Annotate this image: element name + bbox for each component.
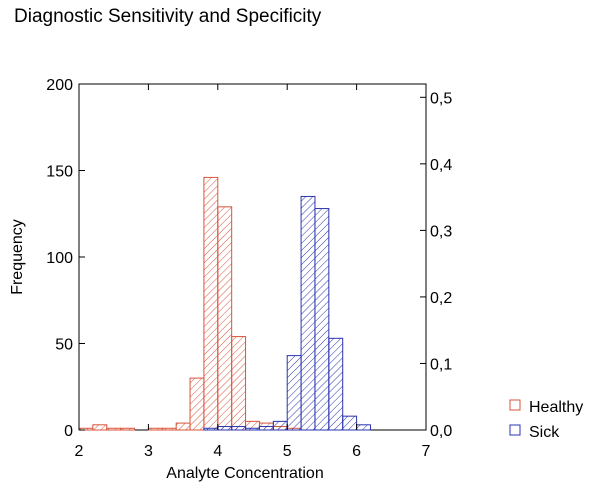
legend-swatch-healthy xyxy=(509,399,521,411)
bar-sick-1 xyxy=(217,426,233,431)
bar-sick-11 xyxy=(356,424,371,431)
bar-healthy-6 xyxy=(175,422,191,431)
bar-sick-9 xyxy=(328,337,344,431)
x-tick-label-1: 3 xyxy=(144,443,153,460)
legend-label-sick: Sick xyxy=(529,424,560,441)
y2-tick-label-3: 0,3 xyxy=(430,223,452,240)
x-tick-label-3: 5 xyxy=(283,443,292,460)
bar-sick-8 xyxy=(314,208,330,431)
bar-sick-10 xyxy=(342,415,358,431)
y-tick-label-1: 50 xyxy=(55,337,73,354)
bar-sick-7 xyxy=(300,195,316,431)
y-axis-label: Frequency xyxy=(9,219,26,295)
legend-swatch-sick xyxy=(509,424,521,436)
bar-healthy-1 xyxy=(92,424,108,431)
bar-healthy-9 xyxy=(217,206,233,431)
bar-healthy-2 xyxy=(106,427,122,431)
bar-sick-0 xyxy=(203,427,219,431)
y2-tick-label-5: 0,5 xyxy=(430,90,452,107)
bar-sick-4 xyxy=(258,426,274,431)
legend: Healthy Sick xyxy=(509,399,583,441)
x-tick-label-4: 6 xyxy=(352,443,361,460)
bar-sick-2 xyxy=(231,426,247,431)
bar-healthy-8 xyxy=(203,176,219,431)
x-tick-label-5: 7 xyxy=(422,443,431,460)
plot-area-frame xyxy=(78,83,427,431)
x-axis-label: Analyte Concentration xyxy=(166,465,323,482)
bar-healthy-10 xyxy=(231,336,247,431)
bar-sick-5 xyxy=(272,420,288,431)
y-tick-label-3: 150 xyxy=(46,164,73,181)
y2-tick-label-1: 0,1 xyxy=(430,356,452,373)
y2-tick-label-0: 0,0 xyxy=(430,423,452,440)
bar-healthy-7 xyxy=(189,377,205,431)
y-tick-label-2: 100 xyxy=(46,250,73,267)
bar-healthy-5 xyxy=(161,427,177,431)
bars-layer xyxy=(78,176,371,431)
bar-sick-6 xyxy=(286,355,302,431)
bar-healthy-4 xyxy=(147,427,163,431)
y2-tick-label-2: 0,2 xyxy=(430,290,452,307)
y2-tick-label-4: 0,4 xyxy=(430,157,452,174)
axes-layer: 2 3 4 5 6 7 0 50 100 150 200 0,0 0,1 0,2 0,3 0,4 0,5 xyxy=(46,77,452,460)
y-tick-label-4: 200 xyxy=(46,77,73,94)
bar-healthy-3 xyxy=(120,427,136,431)
bar-sick-3 xyxy=(245,427,260,431)
x-tick-label-2: 4 xyxy=(213,443,222,460)
chart-title: Diagnostic Sensitivity and Specificity xyxy=(14,6,322,27)
legend-label-healthy: Healthy xyxy=(529,399,583,416)
y-tick-label-0: 0 xyxy=(64,423,73,440)
x-tick-label-0: 2 xyxy=(75,443,84,460)
